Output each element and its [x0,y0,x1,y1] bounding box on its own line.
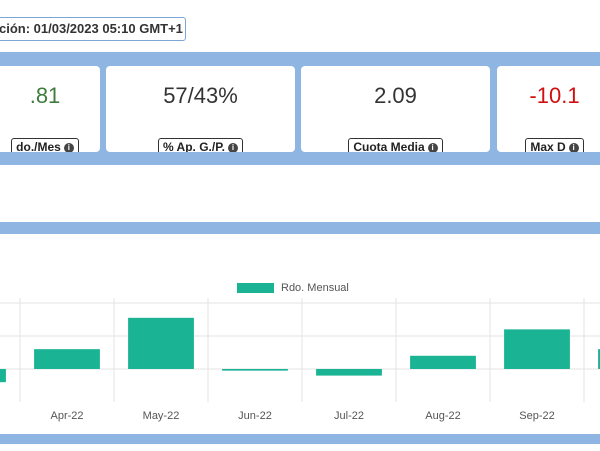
stat-label[interactable]: do./Mes i [11,138,79,152]
info-icon[interactable]: i [63,142,74,152]
separator [0,434,600,444]
bar [34,349,100,369]
stat-value: 57/43% [163,83,238,108]
info-icon[interactable]: i [568,142,579,152]
x-tick-label: Jul-22 [334,410,364,422]
stat-card: .81 do./Mes i [0,66,100,152]
x-tick-label: Sep-22 [519,410,554,422]
stat-label-text: do./Mes [16,140,61,152]
info-icon[interactable]: i [228,142,238,152]
info-icon[interactable]: i [427,142,438,152]
stat-label-text: Max D [530,140,566,152]
chart: Rdo. Mensual Apr-22 May-22 Jun-22 Jul-22 Aug-… [0,282,600,422]
stat-value: 2.09 [374,83,417,108]
stat-label-text: Cuota Media [353,140,425,152]
x-tick-label: Aug-22 [425,410,460,422]
stat-label[interactable]: Cuota Media i [348,138,443,152]
legend-label: Rdo. Mensual [281,282,349,294]
update-pill: ción: 01/03/2023 05:10 GMT+1 [0,17,186,41]
separator [0,222,600,234]
bar [598,349,600,369]
legend-swatch [237,283,274,293]
x-tick-label: Apr-22 [50,410,83,422]
bar [128,317,194,369]
stat-label[interactable]: % Ap. G./P. i [157,138,243,152]
bar [504,329,570,369]
stat-value: .81 [29,83,61,108]
stat-value: -10.1 [529,83,580,108]
x-tick-label: May-22 [143,410,180,422]
stat-card: 57/43% % Ap. G./P. i [106,66,295,152]
stat-label-text: % Ap. G./P. [162,140,225,152]
bar [222,368,288,371]
bar [0,368,6,383]
bar [410,355,476,369]
x-tick-label: Jun-22 [238,410,272,422]
stat-card: 2.09 Cuota Media i [301,66,490,152]
bar [316,368,382,376]
